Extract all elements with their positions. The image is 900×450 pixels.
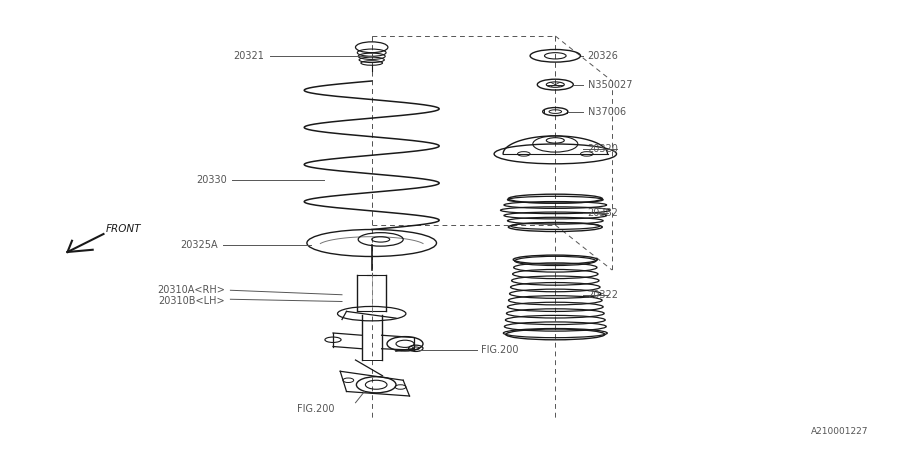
Text: 20326: 20326 <box>588 51 618 61</box>
Text: 20325A: 20325A <box>180 240 218 250</box>
Text: FIG.200: FIG.200 <box>297 405 335 414</box>
Text: A210001227: A210001227 <box>811 428 868 436</box>
Text: FRONT: FRONT <box>105 224 140 234</box>
Text: N350027: N350027 <box>588 80 632 90</box>
Text: N37006: N37006 <box>588 107 626 117</box>
Text: 20321: 20321 <box>234 51 265 61</box>
Text: 20320: 20320 <box>588 144 618 154</box>
Text: 20310A<RH>: 20310A<RH> <box>158 285 225 295</box>
Text: FIG.200: FIG.200 <box>482 345 519 355</box>
Text: 20310B<LH>: 20310B<LH> <box>158 297 225 306</box>
Text: 20322: 20322 <box>588 290 618 300</box>
Text: 20330: 20330 <box>196 175 227 185</box>
Text: 20382: 20382 <box>588 208 618 218</box>
